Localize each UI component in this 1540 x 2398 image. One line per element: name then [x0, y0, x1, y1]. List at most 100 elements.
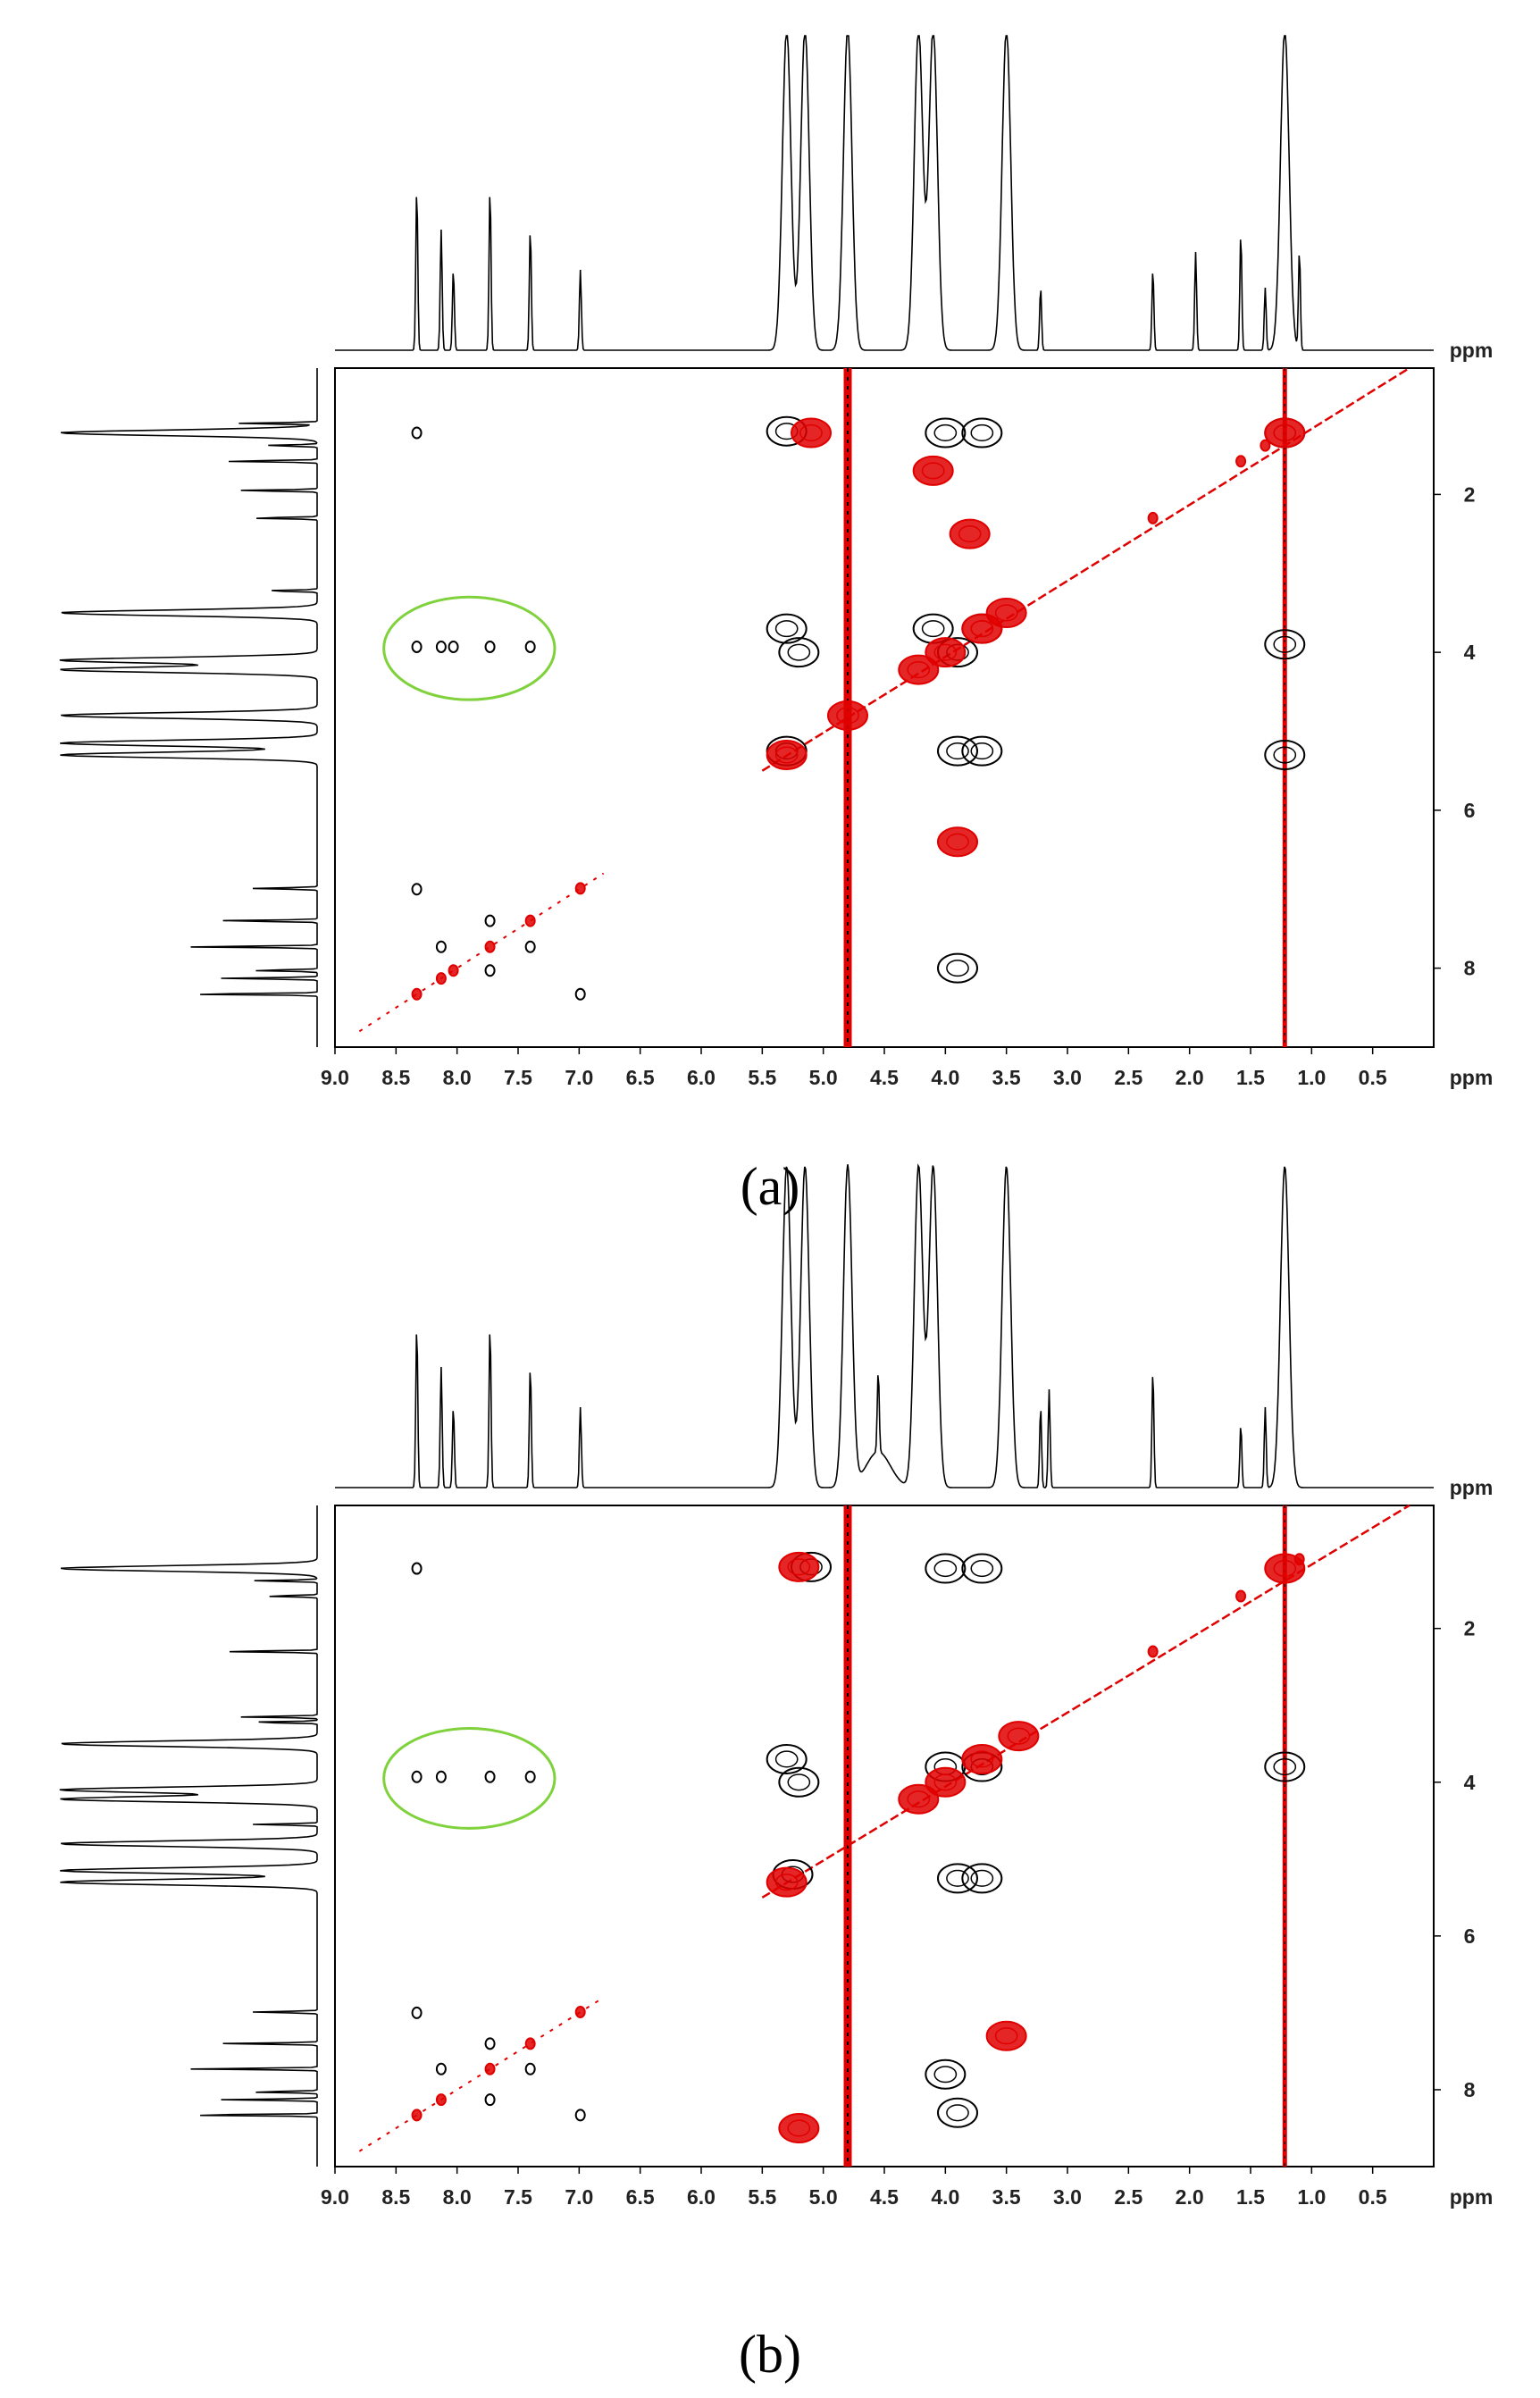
diagonal-line [761, 366, 1410, 772]
left-projection-spectrum [59, 368, 318, 1047]
cross-peak-contour [774, 746, 799, 764]
cross-peak [937, 1863, 978, 1894]
cross-peak [827, 700, 868, 731]
cross-peak [961, 735, 1003, 767]
cross-peak [898, 1783, 940, 1815]
panel-a: 9.0 8.5 8.0 7.5 7.0 6.5 6.0 5.5 5.0 4.5 4.0 3.5 3.0 2… [59, 35, 1494, 1089]
cross-peak [484, 914, 496, 927]
cross-peak [484, 2037, 496, 2050]
cross-peak [1264, 629, 1306, 660]
cross-peak [524, 940, 536, 953]
cross-peak [435, 972, 447, 985]
cross-peak [435, 2093, 447, 2107]
x-tick-label: 9.0 [321, 1066, 349, 1089]
cross-peak [524, 640, 536, 653]
cross-peak-contour [774, 620, 799, 638]
x-tick-label: 2.0 [1176, 1066, 1204, 1089]
x-tick-label: 1.0 [1297, 2185, 1326, 2209]
cross-peak [1264, 417, 1306, 449]
cross-peak-contour [1273, 635, 1297, 653]
cross-peak [925, 637, 967, 668]
cross-peak [778, 1766, 820, 1798]
x-axis-unit: ppm [1450, 2185, 1494, 2209]
x-tick-label: 7.5 [504, 2185, 532, 2209]
cross-peak [766, 1866, 808, 1898]
cross-peak [778, 2112, 820, 2143]
x-tick-label: 5.0 [809, 2185, 838, 2209]
cross-peak [937, 735, 978, 767]
cross-peak [778, 637, 820, 668]
cross-peak [961, 1743, 1003, 1774]
x-tick-label: 8.0 [443, 2185, 472, 2209]
x-tick-label: 7.5 [504, 1066, 532, 1089]
x-tick-label: 7.0 [565, 2185, 593, 2209]
cross-peak [524, 2062, 536, 2075]
cross-peak [985, 597, 1027, 628]
cross-peak [898, 654, 940, 685]
cross-peak-contour [1273, 1560, 1297, 1578]
x-tick-label: 3.0 [1053, 2185, 1082, 2209]
cross-peak [411, 426, 423, 440]
cross-peak [448, 964, 459, 977]
cross-peak [435, 2062, 447, 2075]
cross-peak [435, 1770, 447, 1783]
cross-peak [1147, 1645, 1159, 1658]
x-tick-label: 7.0 [565, 1066, 593, 1089]
projection-unit: ppm [1450, 339, 1494, 362]
x-tick-label: 6.0 [687, 2185, 716, 2209]
cross-peak-contour [921, 620, 945, 638]
x-tick-label: 5.0 [809, 1066, 838, 1089]
y-tick-label: 8 [1464, 2078, 1476, 2101]
cross-peak-contour [1273, 1758, 1297, 1776]
x-tick-label: 3.5 [992, 2185, 1021, 2209]
cross-peak-contour [1007, 1727, 1031, 1745]
y-tick-label: 2 [1464, 482, 1476, 506]
highlight-ellipse [382, 1727, 557, 1830]
cross-peak [524, 914, 536, 927]
x-tick-label: 5.5 [748, 1066, 776, 1089]
cross-peak [484, 2093, 496, 2107]
cross-peak [1260, 439, 1271, 452]
cross-peak-contour [774, 1874, 799, 1891]
cross-peak-contour [958, 525, 982, 543]
cross-peak [484, 964, 496, 977]
y-tick-label: 8 [1464, 957, 1476, 980]
cross-peak-contour [933, 2066, 958, 2084]
cross-peak [791, 417, 832, 449]
cross-peak [766, 740, 808, 771]
cross-peak [998, 1721, 1040, 1752]
cross-peak [1293, 1553, 1305, 1566]
cross-peak [985, 2020, 1027, 2051]
cross-peak-contour [994, 604, 1018, 622]
panel-b: 9.0 8.5 8.0 7.5 7.0 6.5 6.0 5.5 5.0 4.5 4.0 3.5 3.0 2… [59, 1163, 1494, 2209]
projection-unit: ppm [1450, 1476, 1494, 1499]
x-tick-label: 2.5 [1114, 1066, 1142, 1089]
cross-peak [961, 1863, 1003, 1894]
x-tick-label: 5.5 [748, 2185, 776, 2209]
cross-peak-contour [933, 643, 958, 661]
y-tick-label: 4 [1464, 641, 1476, 664]
panel-b-label: (b) [739, 2325, 801, 2384]
cross-peak-contour [787, 643, 811, 661]
cross-peak-contour [787, 1773, 811, 1791]
cross-peak-contour [970, 742, 994, 760]
x-tick-label: 6.5 [626, 1066, 655, 1089]
cross-peak-contour [970, 1750, 994, 1768]
x-tick-label: 1.5 [1236, 2185, 1265, 2209]
cross-peak-contour [921, 462, 945, 480]
x-tick-label: 9.0 [321, 2185, 349, 2209]
cross-peak [411, 1770, 423, 1783]
cross-peak [524, 2037, 536, 2050]
cross-peak [1264, 1751, 1306, 1782]
x-tick-label: 4.0 [931, 2185, 959, 2209]
cross-peak [912, 455, 954, 486]
cross-peak [411, 640, 423, 653]
cross-peak [961, 1553, 1003, 1584]
cross-peak [925, 1766, 967, 1798]
cross-peak [925, 1553, 967, 1584]
cross-peak-contour [994, 2027, 1018, 2045]
cross-peak-contour [1273, 746, 1297, 764]
cross-peak [484, 1770, 496, 1783]
cross-peak [448, 640, 459, 653]
x-tick-label: 2.5 [1114, 2185, 1142, 2209]
